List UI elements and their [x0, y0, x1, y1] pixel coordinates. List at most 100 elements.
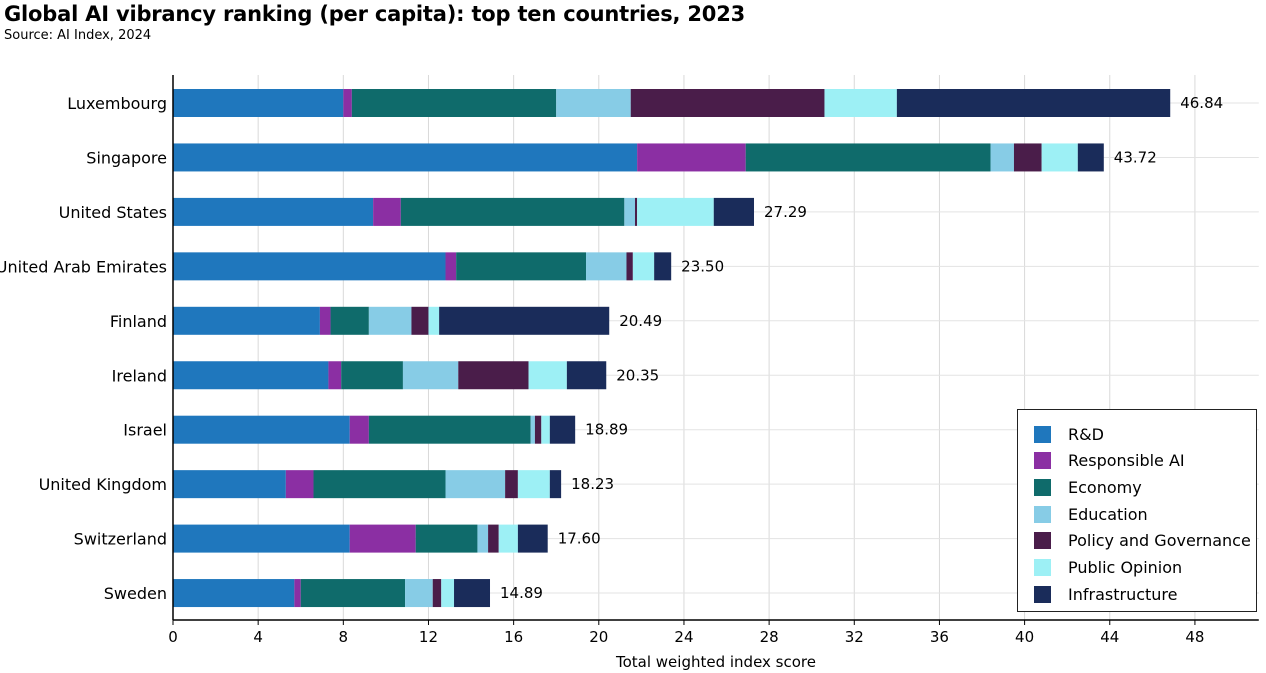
bar-segment	[173, 361, 329, 390]
legend-item: R&D	[1034, 424, 1104, 444]
bar-segment	[373, 197, 401, 226]
legend-label: Policy and Governance	[1068, 531, 1251, 551]
total-label: 14.89	[500, 584, 543, 602]
bar-segment	[624, 197, 635, 226]
category-label: Ireland	[112, 366, 167, 385]
bar-segment	[445, 470, 506, 499]
bar-segment	[634, 197, 638, 226]
bar-segment	[411, 306, 429, 335]
bar-segment	[1077, 143, 1104, 172]
bar-segment	[549, 470, 562, 499]
bar-segment	[400, 197, 625, 226]
legend-label: Economy	[1068, 477, 1142, 497]
legend-item: Infrastructure	[1034, 584, 1177, 604]
x-tick-label: 4	[253, 628, 263, 646]
bar-segment	[300, 579, 406, 608]
bar-segment	[349, 524, 416, 553]
total-label: 23.50	[681, 257, 724, 275]
legend-label: Infrastructure	[1068, 584, 1178, 604]
total-label: 18.23	[571, 475, 614, 493]
x-tick-label: 48	[1185, 628, 1204, 646]
bar-segment	[745, 143, 991, 172]
x-tick-label: 40	[1015, 628, 1034, 646]
bar-segment	[441, 579, 455, 608]
legend-swatch	[1034, 452, 1051, 470]
bar-segment	[343, 89, 352, 117]
legend-swatch	[1034, 425, 1051, 443]
bar-segment	[173, 197, 374, 226]
legend-swatch	[1034, 532, 1051, 550]
legend-item: Education	[1034, 504, 1148, 524]
bar-segment	[896, 89, 1171, 117]
bar-segment	[566, 361, 607, 390]
category-label: Singapore	[86, 148, 167, 167]
x-tick-label: 28	[760, 628, 779, 646]
legend-swatch	[1034, 585, 1051, 603]
bar-segment	[654, 252, 672, 281]
chart-subtitle: Source: AI Index, 2024	[4, 28, 152, 43]
legend-item: Economy	[1034, 477, 1142, 497]
bar-segment	[341, 361, 403, 390]
legend-item: Policy and Governance	[1034, 531, 1251, 551]
bar-segment	[405, 579, 433, 608]
legend-swatch	[1034, 505, 1051, 523]
bar-segment	[1041, 143, 1078, 172]
x-tick-label: 36	[930, 628, 949, 646]
x-axis-title: Total weighted index score	[615, 653, 816, 671]
bar-segment	[349, 415, 369, 444]
x-tick-label: 12	[419, 628, 438, 646]
bar-segment	[517, 470, 550, 499]
bar-segment	[445, 252, 457, 281]
legend-label: R&D	[1068, 424, 1104, 444]
legend-item: Responsible AI	[1034, 451, 1185, 471]
bar-segment	[173, 470, 286, 499]
bar-segment	[626, 252, 633, 281]
bar-segment	[824, 89, 897, 117]
bar-segment	[541, 415, 550, 444]
legend-swatch	[1034, 559, 1051, 576]
bar-segment	[328, 361, 342, 390]
legend-label: Education	[1068, 504, 1148, 524]
legend-item: Public Opinion	[1034, 558, 1182, 578]
bar-segment	[498, 524, 518, 553]
bar-segment	[285, 470, 314, 499]
bar-segment	[637, 143, 746, 172]
bar-segment	[528, 361, 567, 390]
bar-segment	[415, 524, 478, 553]
legend-swatch	[1034, 478, 1051, 496]
legend: R&D Responsible AI Economy Education Policy …	[1017, 409, 1257, 612]
x-tick-label: 44	[1100, 628, 1119, 646]
total-label: 17.60	[558, 530, 601, 548]
bar-segment	[313, 470, 446, 499]
x-tick-label: 32	[845, 628, 864, 646]
category-label: Israel	[123, 421, 167, 440]
bar-segment	[1013, 143, 1042, 172]
x-tick-label: 24	[674, 628, 693, 646]
bar-segment	[637, 197, 714, 226]
category-label: Sweden	[104, 584, 167, 603]
bar-segment	[454, 579, 491, 608]
total-label: 43.72	[1114, 148, 1157, 166]
bar-segment	[368, 415, 531, 444]
x-tick-label: 20	[589, 628, 608, 646]
category-label: United Kingdom	[39, 475, 167, 494]
total-label: 46.84	[1180, 94, 1223, 112]
bar-segment	[477, 524, 489, 553]
bar-segment	[530, 415, 535, 444]
bar-segment	[319, 306, 331, 335]
legend-label: Responsible AI	[1068, 451, 1185, 471]
total-label: 20.35	[616, 366, 659, 384]
bar-segment	[428, 306, 440, 335]
bar-segment	[556, 89, 631, 117]
bar-segment	[488, 524, 499, 553]
bar-segment	[173, 579, 295, 608]
total-label: 18.89	[585, 421, 628, 439]
bar-segment	[173, 89, 344, 117]
category-label: Finland	[110, 312, 167, 331]
bar-segment	[713, 197, 755, 226]
x-tick-label: 8	[339, 628, 349, 646]
bar-segment	[432, 579, 442, 608]
bar-segment	[632, 252, 655, 281]
bar-segment	[173, 524, 350, 553]
